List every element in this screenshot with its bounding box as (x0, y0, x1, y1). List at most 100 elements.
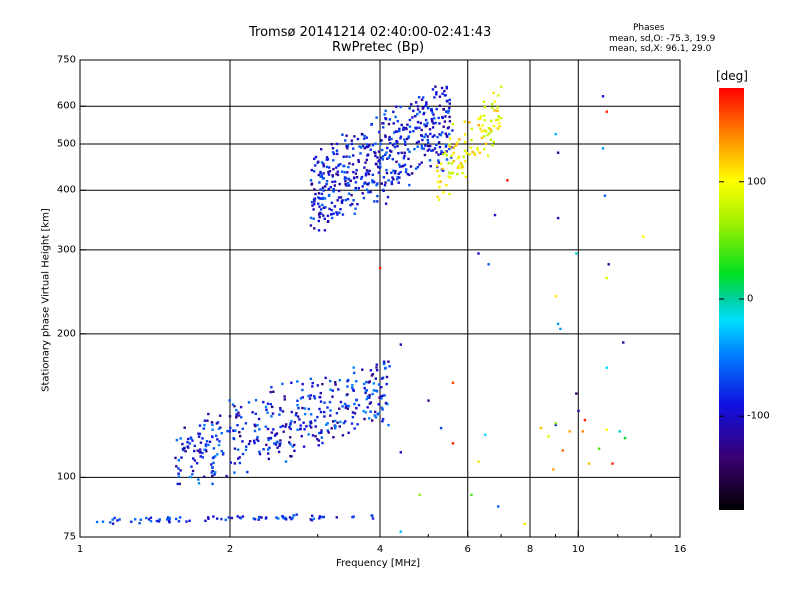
echo-point (433, 117, 436, 120)
echo-point (262, 400, 265, 404)
echo-point (333, 180, 337, 183)
echo-point (201, 437, 204, 440)
echo-point (442, 125, 445, 128)
echo-point (365, 143, 369, 146)
echo-point (581, 430, 584, 433)
echo-point (365, 380, 368, 384)
echo-point (410, 103, 413, 106)
echo-point (212, 461, 215, 465)
colorbar-tick-label: -100 (747, 410, 770, 422)
echo-point (270, 415, 273, 418)
echo-point (449, 176, 452, 179)
echo-point (338, 379, 341, 382)
echo-point (183, 447, 186, 450)
echo-point (438, 175, 441, 178)
echo-point (313, 227, 316, 230)
echo-point (427, 107, 430, 110)
echo-point (341, 199, 344, 202)
echo-point (347, 177, 350, 180)
echo-point (337, 164, 340, 167)
echo-point (264, 425, 267, 428)
echo-point (357, 159, 360, 162)
echo-point (329, 414, 332, 417)
echo-point (322, 206, 325, 209)
echo-point (330, 143, 333, 146)
echo-point (390, 137, 393, 141)
echo-point (415, 126, 418, 129)
echo-point (490, 130, 493, 133)
echo-point (258, 452, 262, 456)
echo-point (297, 406, 300, 410)
echo-point (294, 414, 298, 417)
echo-point (327, 431, 330, 434)
echo-point (191, 469, 195, 473)
echo-point (361, 144, 365, 148)
echo-point (487, 126, 490, 130)
echo-point (309, 518, 312, 521)
echo-point (363, 182, 366, 185)
echo-point (365, 169, 369, 172)
echo-point (289, 443, 292, 446)
echo-point (424, 124, 427, 128)
echo-point (292, 514, 296, 517)
echo-point (477, 117, 480, 121)
echo-point (377, 165, 380, 169)
echo-point (266, 402, 270, 405)
echo-point (333, 184, 336, 187)
echo-point (257, 516, 261, 520)
echo-point (498, 121, 501, 125)
echo-point (384, 134, 387, 137)
echo-point (273, 434, 277, 437)
echo-point (323, 217, 326, 220)
echo-point (203, 419, 207, 422)
echo-point (347, 431, 350, 434)
echo-point (217, 427, 221, 430)
echo-point (480, 136, 484, 140)
echo-point (455, 143, 458, 146)
echo-point (326, 158, 330, 161)
echo-point (404, 140, 407, 144)
echo-point (436, 135, 439, 139)
echo-point (352, 199, 355, 202)
echo-point (364, 174, 368, 177)
echo-point (415, 141, 419, 144)
echo-point (442, 191, 445, 194)
echo-point (402, 128, 405, 131)
echo-point (339, 196, 343, 199)
echo-point (319, 400, 323, 403)
echo-point (556, 322, 560, 326)
echo-point (351, 163, 355, 166)
echo-point (238, 414, 241, 417)
echo-point (481, 124, 484, 127)
echo-point (427, 141, 430, 144)
echo-point (490, 119, 493, 123)
echo-point (300, 435, 303, 438)
echo-point (210, 471, 213, 474)
echo-point (318, 205, 321, 208)
echo-point (478, 151, 481, 154)
echo-point (496, 106, 499, 109)
echo-point (205, 440, 209, 443)
echo-point (357, 160, 360, 163)
echo-point (440, 162, 443, 166)
echo-point (377, 403, 380, 406)
echo-point (473, 153, 476, 156)
echo-point (408, 173, 411, 177)
echo-point (211, 466, 214, 469)
echo-point (435, 164, 439, 168)
echo-point (397, 152, 400, 155)
echo-point (378, 130, 381, 134)
echo-point (293, 443, 296, 447)
echo-point (348, 155, 351, 158)
echo-point (343, 171, 346, 174)
echo-point (412, 109, 415, 113)
echo-point (417, 96, 421, 99)
echo-point (402, 157, 406, 160)
echo-point (350, 193, 353, 197)
echo-point (405, 137, 409, 141)
echo-point (371, 173, 374, 176)
echo-point (420, 134, 424, 138)
echo-point (457, 164, 460, 168)
echo-point (381, 155, 385, 158)
echo-point (191, 439, 194, 442)
